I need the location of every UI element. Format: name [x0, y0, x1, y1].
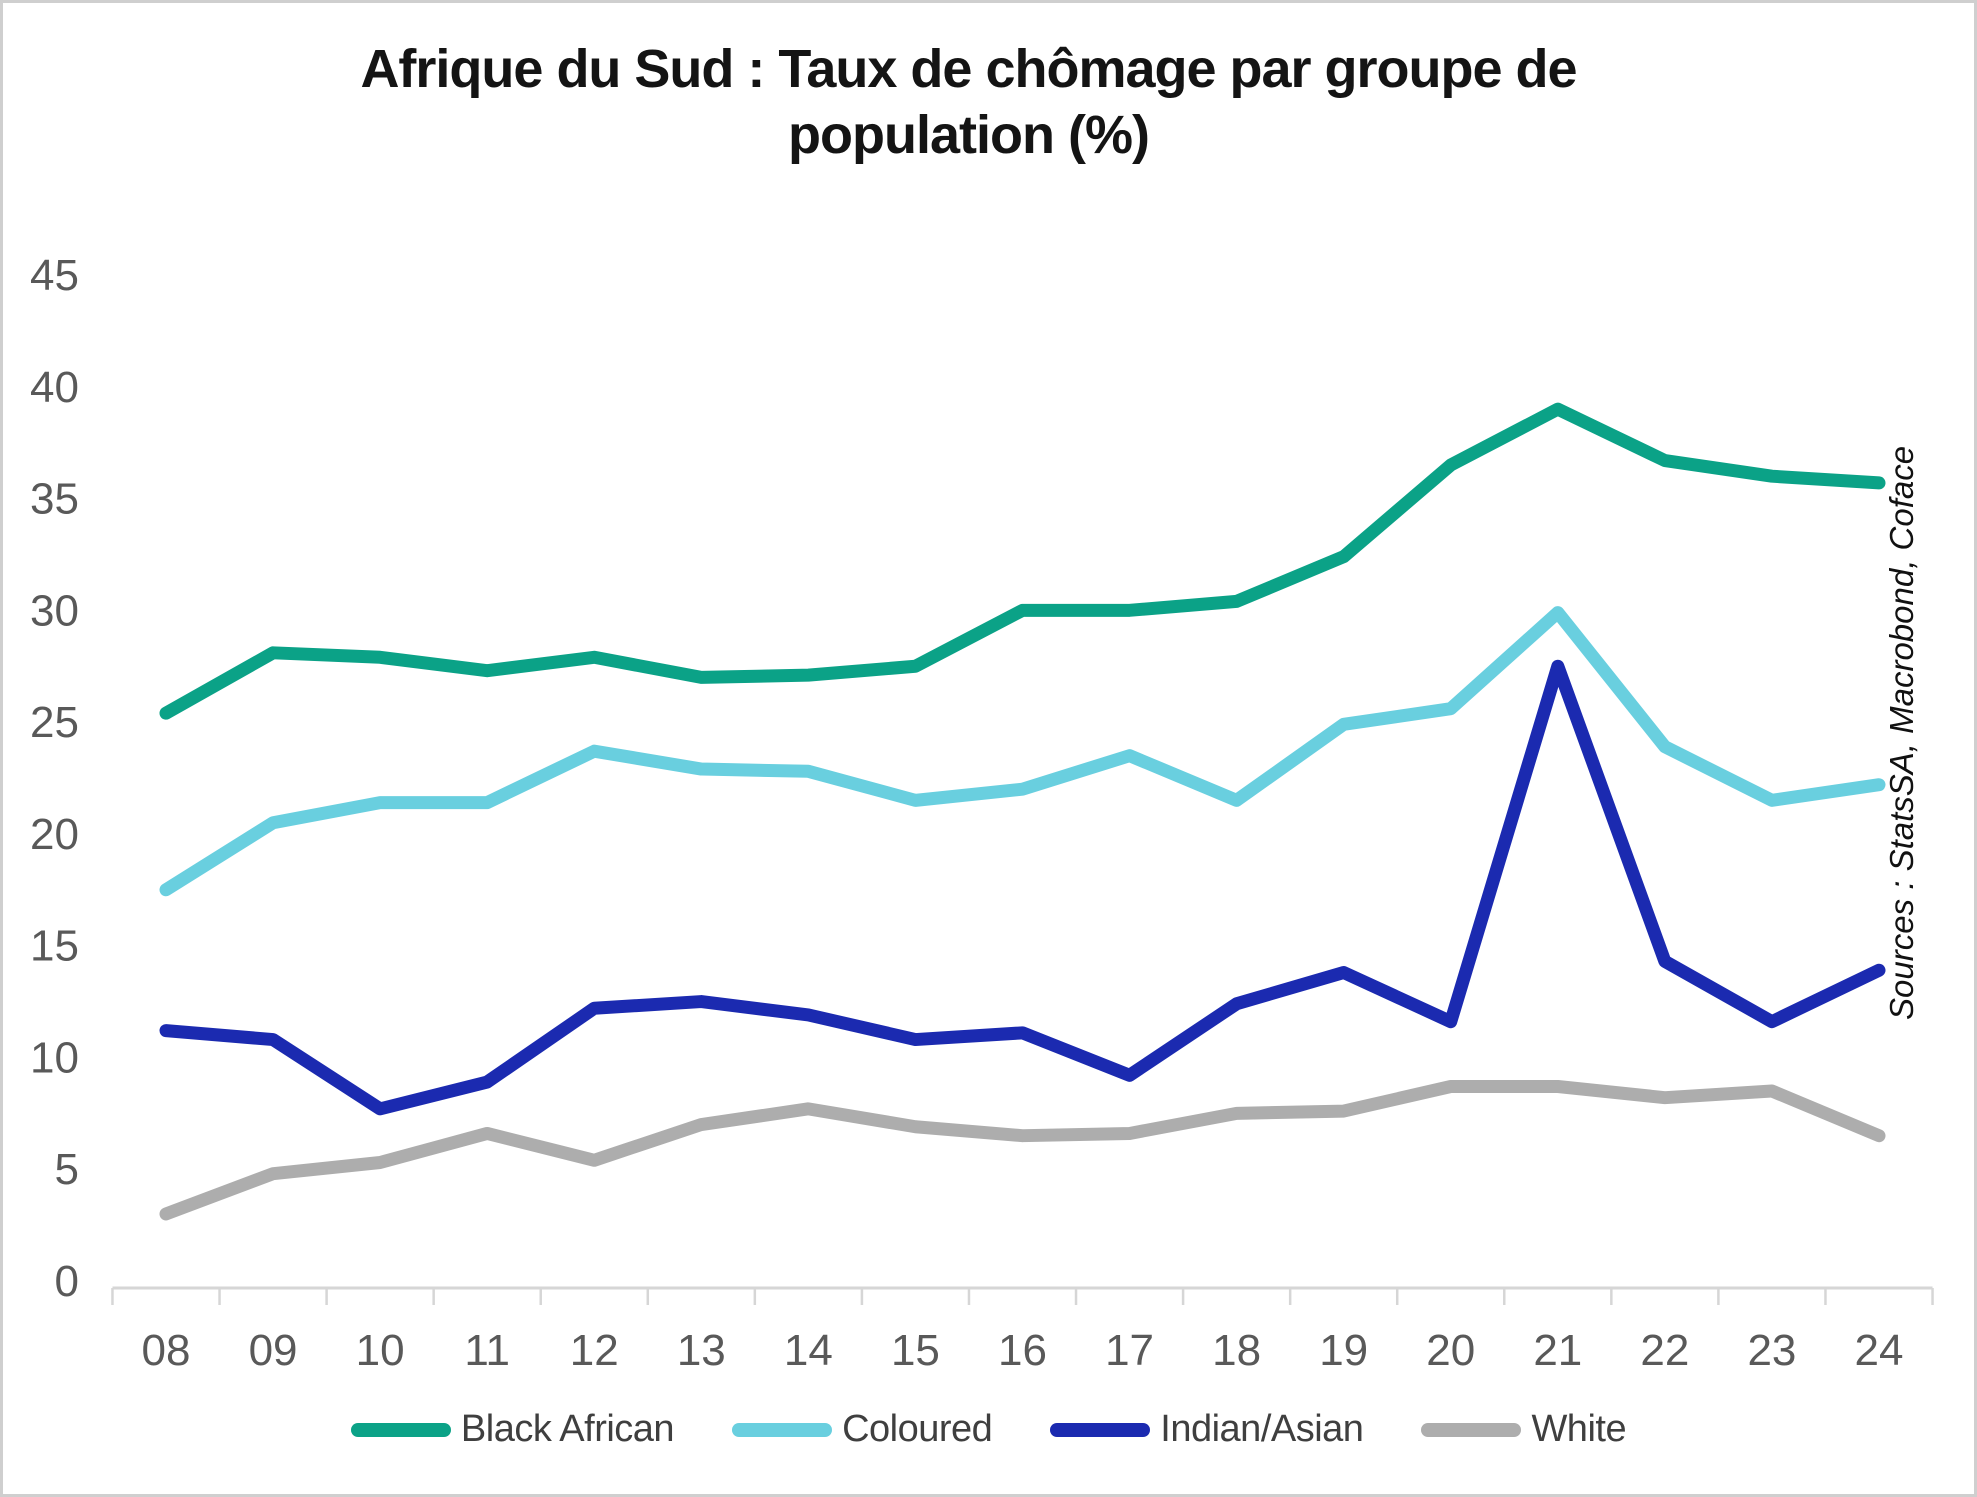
y-tick-label: 25: [30, 698, 79, 747]
y-tick-label: 15: [30, 922, 79, 971]
y-tick-label: 10: [30, 1033, 79, 1082]
legend-swatch: [1421, 1422, 1522, 1437]
legend-label: Coloured: [842, 1408, 993, 1450]
x-axis: [111, 1286, 1934, 1305]
y-tick-label: 30: [30, 586, 79, 635]
x-tick-label: 15: [891, 1326, 940, 1375]
legend-item-indian-asian: Indian/Asian: [1050, 1408, 1364, 1451]
legend-label: Indian/Asian: [1160, 1408, 1364, 1450]
x-tick-label: 08: [142, 1326, 191, 1375]
x-tick-label: 18: [1212, 1326, 1261, 1375]
x-tick-label: 20: [1426, 1326, 1475, 1375]
legend-item-black-african: Black African: [350, 1408, 675, 1451]
series-line-white: [159, 1080, 1886, 1221]
legend-label: Black African: [460, 1408, 675, 1450]
series-line-indian-asian: [159, 659, 1886, 1116]
legend-swatch: [1050, 1422, 1151, 1437]
y-tick-label: 0: [55, 1257, 79, 1306]
y-tick-label: 45: [30, 251, 79, 300]
legend-item-coloured: Coloured: [732, 1408, 993, 1451]
x-tick-label: 24: [1855, 1326, 1904, 1375]
x-tick-label: 22: [1640, 1326, 1689, 1375]
chart-title: Afrique du Sud : Taux de chômage par gro…: [360, 39, 1577, 165]
x-tick-label: 14: [784, 1326, 833, 1375]
series-line-coloured: [159, 606, 1886, 897]
x-tick-label: 23: [1747, 1326, 1796, 1375]
x-tick-label: 11: [464, 1326, 510, 1375]
source-note: Sources : StatsSA, Macrobond, Coface: [1883, 445, 1920, 1021]
x-tick-label: 21: [1533, 1326, 1582, 1375]
series-line-black-african: [159, 402, 1886, 720]
x-tick-label: 12: [570, 1326, 619, 1375]
x-axis-labels: 08 09 10 11 12 13 14 15 16 17 18 19 20 21 22 23 24: [142, 1326, 1904, 1375]
y-tick-label: 5: [55, 1145, 79, 1194]
x-tick-label: 19: [1319, 1326, 1368, 1375]
series-lines: [159, 402, 1886, 1221]
line-chart: 0 5 10 15 20 25 30 35 40 45 08 09 10 11 12 13 14 15 16 17 1…: [30, 251, 1934, 1375]
x-tick-label: 09: [249, 1326, 298, 1375]
x-tick-label: 10: [356, 1326, 405, 1375]
x-tick-label: 16: [998, 1326, 1047, 1375]
y-tick-label: 40: [30, 363, 79, 412]
y-axis-labels: 0 5 10 15 20 25 30 35 40 45: [30, 251, 79, 1306]
legend-label: White: [1531, 1408, 1627, 1450]
legend: Black African Coloured Indian/Asian White: [3, 1408, 1974, 1451]
legend-swatch: [732, 1422, 833, 1437]
legend-swatch: [350, 1422, 451, 1437]
x-tick-label: 17: [1105, 1326, 1154, 1375]
y-tick-label: 35: [30, 475, 79, 524]
legend-item-white: White: [1421, 1408, 1627, 1451]
y-tick-label: 20: [30, 810, 79, 859]
x-tick-label: 13: [677, 1326, 726, 1375]
